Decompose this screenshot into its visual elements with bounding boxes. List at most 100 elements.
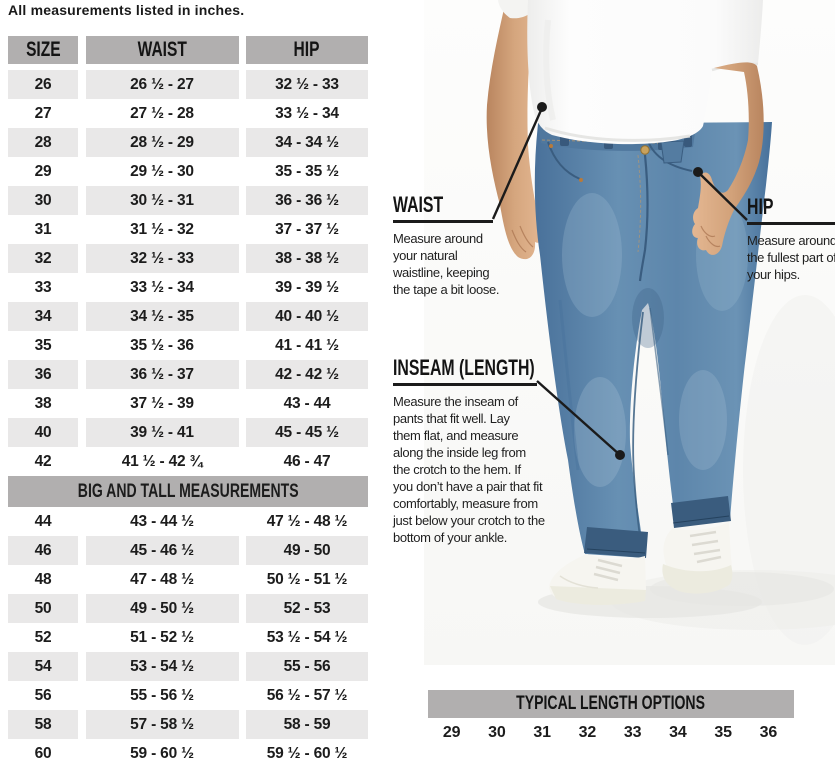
table-row: 50 49 - 50 ½ 52 - 53: [8, 594, 368, 623]
left-cuff: [584, 527, 648, 558]
backdrop-shadow: [743, 295, 835, 645]
waist-cell: 51 - 52 ½: [130, 628, 194, 646]
inseam-marker-dot: [615, 450, 625, 460]
length-option: 29: [442, 724, 461, 741]
right-inner-seam: [649, 307, 669, 456]
hip-cell: 43 - 44: [283, 394, 331, 412]
waist-cell: 28 ½ - 29: [85, 128, 239, 157]
waist-cell: 30 ½ - 31: [85, 186, 239, 215]
table-row: 52 51 - 52 ½ 53 ½ - 54 ½: [8, 623, 368, 652]
table-header-row: SIZE WAIST HIP: [8, 36, 368, 64]
hip-cell: 33 ½ - 34: [275, 104, 339, 122]
denim-fade: [562, 193, 622, 317]
table-row: 38 37 ½ - 39 43 - 44: [8, 389, 368, 418]
hip-cell: 35 - 35 ½: [275, 162, 339, 180]
page-title: All measurements listed in inches.: [8, 2, 245, 18]
hip-callout-label: HIP: [747, 196, 835, 225]
waist-cell: 39 ½ - 41: [85, 418, 239, 447]
table-row: 56 55 - 56 ½ 56 ½ - 57 ½: [8, 681, 368, 710]
length-option: 33: [623, 724, 642, 741]
table-row: 35 35 ½ - 36 41 - 41 ½: [8, 331, 368, 360]
hip-callout-text: Measure around the fullest part of your …: [747, 233, 835, 282]
waist-cell: 31 ½ - 32: [130, 220, 194, 238]
hip-cell: 49 - 50: [246, 536, 368, 565]
table-row: 42 41 ½ - 42 ¾ 46 - 47: [8, 447, 368, 476]
hip-callout: HIP Measure around the fullest part of y…: [747, 196, 835, 283]
size-cell: 40: [8, 418, 78, 447]
size-cell: 38: [34, 394, 52, 412]
big-and-tall-rows: 44 43 - 44 ½ 47 ½ - 48 ½ 46 45 - 46 ½ 49…: [8, 507, 368, 768]
left-shoe-toe-cap: [559, 575, 599, 589]
denim-fade: [696, 199, 748, 311]
waist-callout-text: Measure around your natural waistline, k…: [393, 231, 500, 297]
crotch-shadow: [632, 288, 664, 348]
belt-loop: [604, 127, 613, 149]
cuff-stitch: [586, 515, 730, 554]
hip-cell: 39 - 39 ½: [275, 278, 339, 296]
size-cell: 35: [34, 336, 52, 354]
hip-cell: 50 ½ - 51 ½: [266, 570, 348, 588]
pocket-rivet: [649, 139, 653, 143]
waist-cell: 55 - 56 ½: [130, 686, 194, 704]
right-front-pocket-seam: [646, 137, 693, 172]
floor-shadow: [538, 586, 762, 618]
table-row: 27 27 ½ - 28 33 ½ - 34: [8, 99, 368, 128]
size-cell: 44: [34, 512, 52, 530]
right-sleeve-hem: [711, 62, 759, 72]
waist-cell: 32 ½ - 33: [85, 244, 239, 273]
waist-cell: 33 ½ - 34: [130, 278, 194, 296]
length-option: 32: [578, 724, 597, 741]
hip-cell: 55 - 56: [246, 652, 368, 681]
size-cell: 29: [34, 162, 52, 180]
hip-callout-line: [698, 172, 748, 221]
floor-shadow: [650, 572, 834, 606]
waist-cell: 35 ½ - 36: [130, 336, 194, 354]
size-cell: 60: [34, 744, 52, 762]
waist-cell: 49 - 50 ½: [85, 594, 239, 623]
hip-marker-dot: [693, 167, 703, 177]
size-cell: 56: [34, 686, 52, 704]
column-header-size: SIZE: [8, 36, 78, 64]
waist-cell: 26 ½ - 27: [85, 70, 239, 99]
hip-cell: 34 - 34 ½: [246, 128, 368, 157]
inseam-callout: INSEAM (LENGTH) Measure the inseam of pa…: [393, 357, 545, 546]
denim-fade: [679, 370, 727, 470]
hip-cell: 32 ½ - 33: [246, 70, 368, 99]
belt-loop: [658, 128, 667, 150]
photo-background: [424, 0, 835, 665]
waist-cell: 59 - 60 ½: [130, 744, 194, 762]
waist-marker-dot: [537, 102, 547, 112]
left-arm: [486, 0, 543, 260]
hip-cell: 37 - 37 ½: [275, 220, 339, 238]
table-row: 28 28 ½ - 29 34 - 34 ½: [8, 128, 368, 157]
table-row: 44 43 - 44 ½ 47 ½ - 48 ½: [8, 507, 368, 536]
waist-cell: 53 - 54 ½: [85, 652, 239, 681]
size-cell: 58: [8, 710, 78, 739]
typical-length-options-header: TYPICAL LENGTH OPTIONS: [428, 690, 794, 718]
size-cell: 33: [34, 278, 52, 296]
table-row: 58 57 - 58 ½ 58 - 59: [8, 710, 368, 739]
right-cuff: [671, 496, 731, 528]
waist-callout: WAIST Measure around your natural waistl…: [393, 194, 499, 298]
t-shirt: [527, 0, 763, 145]
hip-cell: 45 - 45 ½: [246, 418, 368, 447]
left-shoe: [549, 554, 646, 605]
table-row: 32 32 ½ - 33 38 - 38 ½: [8, 244, 368, 273]
hip-cell: 36 - 36 ½: [246, 186, 368, 215]
size-cell: 28: [8, 128, 78, 157]
size-cell: 32: [8, 244, 78, 273]
jeans-fly-seam: [638, 154, 649, 282]
floor-shadow: [610, 570, 835, 630]
length-option: 34: [669, 724, 687, 741]
size-cell: 26: [8, 70, 78, 99]
table-row: 30 30 ½ - 31 36 - 36 ½: [8, 186, 368, 215]
right-shoe-laces: [689, 530, 722, 564]
length-option: 36: [759, 724, 778, 741]
size-cell: 46: [8, 536, 78, 565]
size-cell: 31: [34, 220, 52, 238]
hip-cell: 46 - 47: [283, 452, 331, 470]
jeans-button: [640, 145, 650, 155]
size-cell: 48: [34, 570, 52, 588]
waist-cell: 34 ½ - 35: [85, 302, 239, 331]
